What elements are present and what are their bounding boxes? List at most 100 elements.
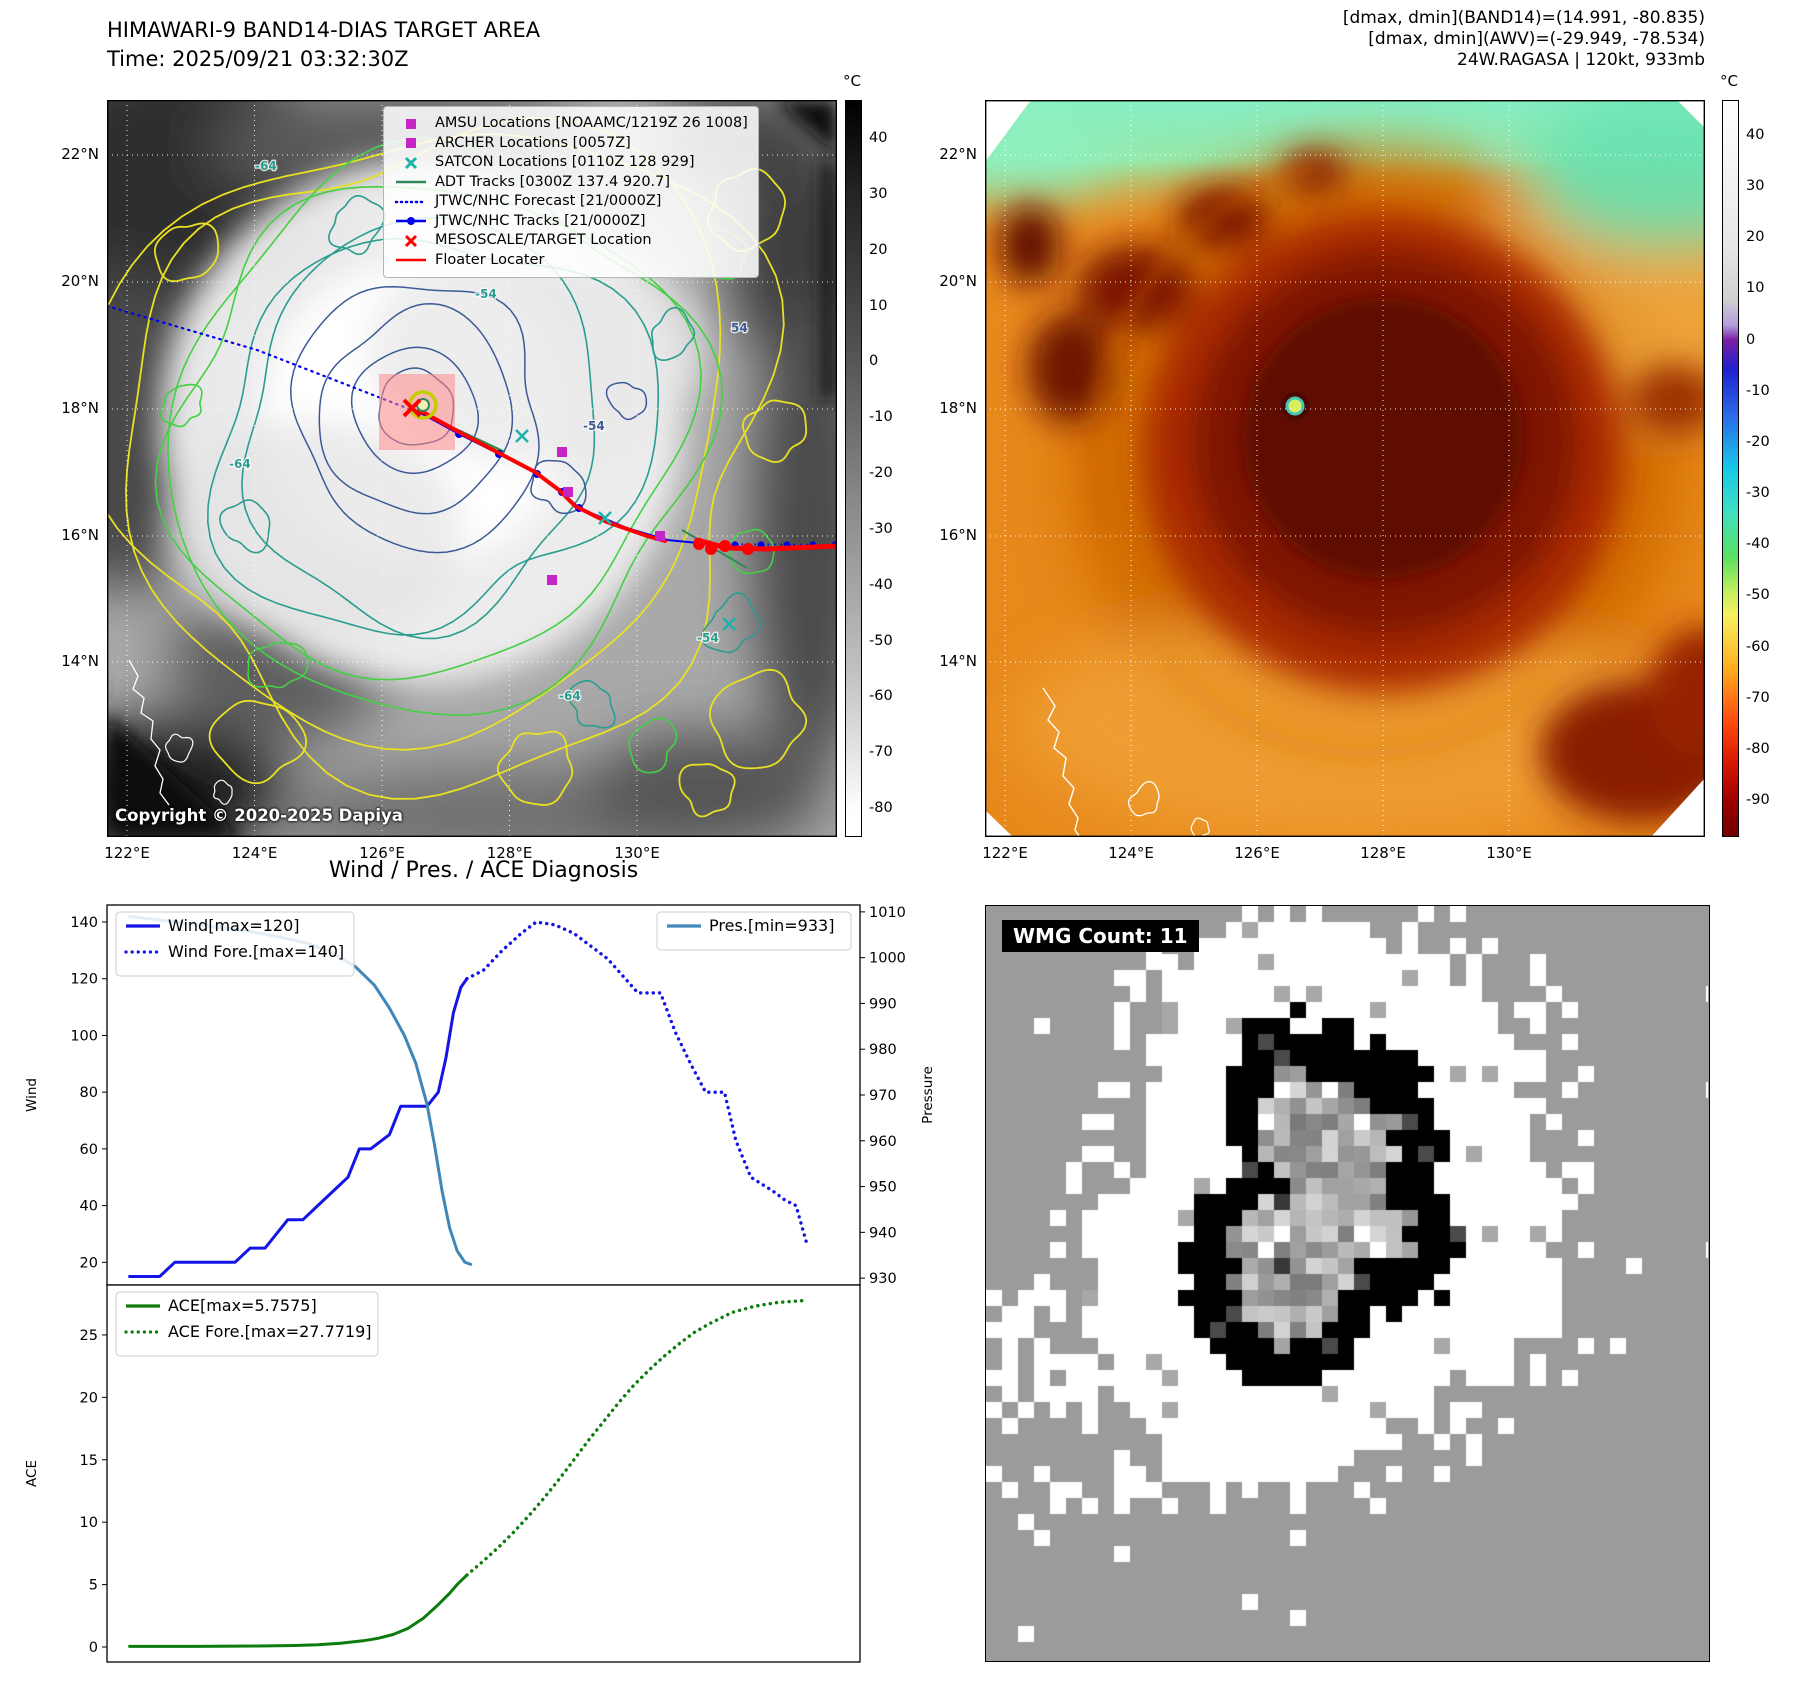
ir-colorbar-unit: °C — [1720, 72, 1738, 90]
ir-lon-tick-label: 128°E — [1360, 844, 1406, 862]
ir-colorbar-tick-label: -90 — [1746, 792, 1770, 809]
ir-colorbar-tick-label: -60 — [1746, 638, 1770, 655]
wmg-panel: WMG Count: 11 — [985, 905, 1710, 1662]
band14-colorbar — [845, 100, 862, 837]
diagnosis-chart-title: Wind / Pres. / ACE Diagnosis — [328, 858, 639, 883]
line-marker-icon — [396, 181, 426, 184]
band14-lon-tick-label: 126°E — [359, 844, 405, 862]
band14-lon-tick-label: 130°E — [614, 844, 660, 862]
ir-lat-tick-label: 22°N — [939, 145, 977, 163]
ir-colorbar — [1722, 100, 1739, 837]
band14-lat-tick-label: 22°N — [61, 145, 99, 163]
contour-label: -64 — [559, 689, 581, 703]
chart-legend-label: ACE[max=5.7575] — [168, 1296, 317, 1315]
ace-ytick-label: 0 — [89, 1640, 98, 1656]
band14-colorbar-tick-label: -70 — [869, 744, 893, 761]
ir-colorbar-tick-label: -50 — [1746, 587, 1770, 604]
wind-ytick-label: 40 — [80, 1199, 98, 1215]
ir-lat-tick-label: 14°N — [939, 652, 977, 670]
band14-colorbar-tick-label: 0 — [869, 353, 879, 370]
ir-lat-tick-label: 16°N — [939, 526, 977, 544]
contour-label: -64 — [229, 457, 251, 471]
pressure-ytick-label: 980 — [869, 1042, 897, 1058]
wind-ytick-label: 120 — [70, 972, 98, 988]
line-dot-marker-icon — [396, 217, 426, 226]
wmg-count-label: WMG Count: 11 — [1002, 920, 1199, 952]
ace-ytick-label: 10 — [80, 1515, 98, 1531]
ace-legend: ACE[max=5.7575] ACE Fore.[max=27.7719] — [115, 1291, 379, 1357]
pressure-ytick-label: 960 — [869, 1134, 897, 1150]
pressure-ytick-label: 990 — [869, 996, 897, 1012]
ir-lon-tick-label: 122°E — [982, 844, 1028, 862]
legend-item: ARCHER Locations [0057Z] — [394, 134, 748, 154]
chart-legend-label: ACE Fore.[max=27.7719] — [168, 1322, 372, 1341]
wind-ytick-label: 60 — [80, 1142, 98, 1158]
ir-colorbar-tick-label: 20 — [1746, 229, 1765, 246]
legend-item-label: SATCON Locations [0110Z 128 929] — [435, 154, 695, 170]
wind-ytick-label: 140 — [70, 915, 98, 931]
legend-item-label: JTWC/NHC Tracks [21/0000Z] — [435, 212, 646, 229]
chart-legend-label: Wind[max=120] — [168, 916, 300, 935]
band14-panel-title: HIMAWARI-9 BAND14-DIAS TARGET AREA — [107, 18, 541, 42]
diagnosis-charts: 20 40 60 80 100 120 140 0 5 10 15 20 25 930 940 950 960 9… — [24, 904, 936, 1663]
band14-lon-tick-label: 124°E — [231, 844, 278, 862]
ir-colorbar-tick-label: 30 — [1746, 178, 1765, 194]
pressure-legend: Pres.[min=933] — [656, 911, 852, 951]
legend-item: ADT Tracks [0300Z 137.4 920.7] — [394, 173, 748, 193]
band14-lat-tick-label: 18°N — [61, 399, 99, 417]
band14-panel-time: Time: 2025/09/21 03:32:30Z — [107, 47, 409, 71]
copyright-watermark: Copyright © 2020-2025 Dapiya — [115, 806, 403, 825]
square-marker-icon — [406, 138, 416, 149]
pressure-ytick-label: 1010 — [869, 905, 906, 921]
band14-lat-tick-label: 14°N — [61, 652, 99, 670]
ir-colorbar-tick-label: -40 — [1746, 536, 1770, 553]
x-marker-icon — [404, 156, 418, 169]
band14-lat-tick-label: 16°N — [61, 526, 99, 544]
dotted-marker-icon — [394, 200, 428, 203]
band14-colorbar-tick-label: -40 — [869, 576, 893, 593]
ir-lon-tick-label: 124°E — [1108, 844, 1154, 862]
ace-ytick-label: 20 — [80, 1390, 98, 1406]
wind-forecast-line — [465, 920, 809, 1247]
legend-item: JTWC/NHC Tracks [21/0000Z] — [394, 212, 748, 232]
wmg-pixel-image — [986, 906, 1708, 1660]
band14-colorbar-tick-label: -50 — [869, 632, 893, 649]
wind-observed-line — [128, 977, 469, 1278]
ir-colorbar-tick-label: 40 — [1746, 126, 1765, 143]
ir-colorbar-tick-label: 0 — [1746, 331, 1756, 348]
square-marker-icon — [406, 118, 416, 129]
line-marker-icon — [396, 259, 426, 262]
legend-item-label: MESOSCALE/TARGET Location — [435, 232, 652, 248]
ir-colorbar-tick-label: -80 — [1746, 740, 1770, 757]
pressure-ytick-label: 930 — [869, 1271, 897, 1287]
ir-colorbar-tick-label: -10 — [1746, 382, 1770, 399]
ace-ytick-label: 25 — [80, 1328, 98, 1344]
legend-item: MESOSCALE/TARGET Location — [394, 231, 748, 251]
contour-label: -54 — [475, 287, 497, 301]
band14-colorbar-tick-label: -10 — [869, 409, 893, 426]
wind-ytick-label: 20 — [80, 1255, 98, 1271]
ir-lat-tick-label: 20°N — [939, 272, 977, 290]
ir-lon-tick-label: 126°E — [1234, 844, 1280, 862]
legend-item: JTWC/NHC Forecast [21/0000Z] — [394, 192, 748, 212]
legend-item-label: AMSU Locations [NOAAMC/1219Z 26 1008] — [435, 115, 748, 131]
legend-item: SATCON Locations [0110Z 128 929] — [394, 153, 748, 173]
ir-colorbar-tick-label: 10 — [1746, 280, 1765, 297]
ir-lon-tick-label: 130°E — [1486, 844, 1532, 862]
band14-colorbar-tick-label: 30 — [869, 185, 888, 202]
pressure-ytick-label: 950 — [869, 1180, 897, 1196]
wind-ytick-label: 100 — [70, 1028, 98, 1044]
band14-colorbar-tick-label: -60 — [869, 688, 893, 705]
chart-legend-label: Pres.[min=933] — [709, 916, 834, 935]
pressure-ytick-label: 970 — [869, 1088, 897, 1104]
ir-colorbar-tick-label: -30 — [1746, 485, 1770, 502]
ir-header-awv-range: [dmax, dmin](AWV)=(-29.949, -78.534) — [1368, 29, 1705, 49]
legend-item: AMSU Locations [NOAAMC/1219Z 26 1008] — [394, 114, 748, 134]
wind-ytick-label: 80 — [80, 1085, 98, 1101]
band14-colorbar-tick-label: 20 — [869, 241, 888, 258]
ir-header-band14-range: [dmax, dmin](BAND14)=(14.991, -80.835) — [1342, 8, 1705, 28]
ir-satellite-map — [985, 100, 1705, 837]
contour-label: -64 — [255, 159, 277, 173]
ir-header-storm-intensity: 24W.RAGASA | 120kt, 933mb — [1457, 50, 1705, 70]
